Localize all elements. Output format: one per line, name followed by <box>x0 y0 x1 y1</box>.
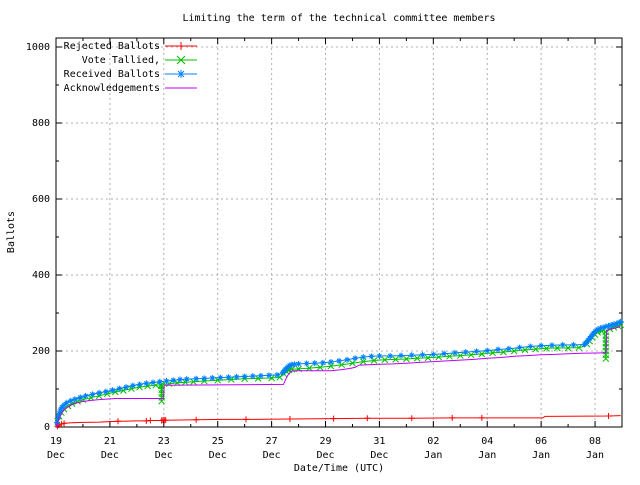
series-received-ballots-line <box>55 321 621 428</box>
series-vote-tallied-markers <box>54 321 625 425</box>
x-tick-label-month: Dec <box>47 450 65 461</box>
x-tick-label-month: Dec <box>263 450 281 461</box>
legend-label: Rejected Ballots <box>64 41 160 52</box>
plot-border <box>55 37 623 428</box>
x-tick-label-month: Dec <box>209 450 227 461</box>
legend-marker <box>176 55 186 65</box>
x-tick-label-date: 04 <box>481 436 493 447</box>
legend-marker <box>177 42 185 50</box>
series-received-ballots-markers <box>54 318 624 426</box>
x-tick-label-date: 25 <box>212 436 224 447</box>
x-tick-label-month: Dec <box>101 450 119 461</box>
legend-label: Vote Tallied, <box>82 55 160 66</box>
legend-entry: Rejected Ballots <box>64 41 197 52</box>
y-axis-title: Ballots <box>6 211 17 253</box>
axis-ticks <box>55 38 622 428</box>
y-tick-label: 600 <box>32 194 50 205</box>
x-tick-label-date: 29 <box>320 436 332 447</box>
y-tick-label: 200 <box>32 346 50 357</box>
grid <box>56 38 622 427</box>
x-tick-label-date: 21 <box>104 436 116 447</box>
legend-label: Received Ballots <box>64 69 160 80</box>
legend-entry: Received Ballots <box>64 69 197 80</box>
chart-title: Limiting the term of the technical commi… <box>182 13 495 24</box>
y-tick-label: 400 <box>32 270 50 281</box>
series-acknowledgements-line <box>55 326 621 428</box>
data-series <box>54 318 625 430</box>
y-tick-label: 1000 <box>26 42 50 53</box>
x-tick-label-date: 27 <box>266 436 278 447</box>
x-tick-label-date: 08 <box>589 436 601 447</box>
x-tick-label-month: Jan <box>424 450 442 461</box>
legend-marker <box>177 70 185 78</box>
x-tick-label-date: 02 <box>427 436 439 447</box>
axis-tick-labels: 0 200 400 600 800 1000 19 Dec 21 Dec 23 Dec 25 Dec 27 D… <box>26 42 604 461</box>
legend-entry: Vote Tallied, <box>82 55 197 66</box>
series-rejected-ballots-line <box>55 415 621 428</box>
x-tick-label-date: 23 <box>158 436 170 447</box>
plot-border-rect <box>55 37 623 428</box>
x-tick-label-month: Jan <box>586 450 604 461</box>
x-tick-label-month: Jan <box>532 450 550 461</box>
x-tick-label-date: 31 <box>373 436 385 447</box>
x-tick-label-month: Dec <box>370 450 388 461</box>
x-tick-label-date: 06 <box>535 436 547 447</box>
x-tick-label-month: Dec <box>155 450 173 461</box>
x-axis-title: Date/Time (UTC) <box>294 463 384 474</box>
series-vote-tallied-line <box>55 324 621 428</box>
legend: Rejected Ballots Vote Tallied, Received Ba… <box>64 41 197 94</box>
x-tick-label-month: Jan <box>478 450 496 461</box>
y-tick-label: 0 <box>44 422 50 433</box>
x-tick-label-month: Dec <box>316 450 334 461</box>
y-tick-label: 800 <box>32 118 50 129</box>
series-rejected-ballots-markers <box>54 412 612 430</box>
legend-label: Acknowledgements <box>64 83 160 94</box>
legend-entry: Acknowledgements <box>64 83 197 94</box>
x-tick-label-date: 19 <box>50 436 62 447</box>
